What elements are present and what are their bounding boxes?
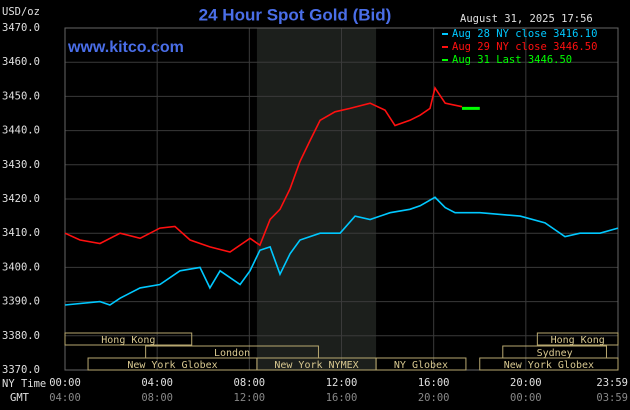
x-tick-label: 04:00	[141, 377, 173, 389]
x-tick-label: 20:00	[510, 377, 542, 389]
y-tick-label: 3420.0	[2, 193, 40, 205]
session-box	[479, 357, 619, 371]
session-box	[64, 332, 193, 346]
session-label: Sydney	[537, 348, 573, 359]
y-tick-label: 3450.0	[2, 90, 40, 102]
session-box	[375, 357, 467, 371]
x-tick-label: 00:00	[49, 377, 81, 389]
x2-tick-label: 16:00	[326, 392, 358, 404]
x2-tick-label: 04:00	[49, 392, 81, 404]
website: www.kitco.com	[67, 39, 184, 56]
session-label: Hong Kong	[551, 335, 605, 346]
timestamp: August 31, 2025 17:56	[460, 13, 593, 25]
session-box	[536, 332, 619, 346]
x-axis-label: NY Time	[2, 378, 46, 390]
session-label: Hong Kong	[101, 335, 155, 346]
x2-tick-label: 12:00	[234, 392, 266, 404]
chart-title: 24 Hour Spot Gold (Bid)	[199, 5, 392, 24]
y-axis-label: USD/oz	[2, 6, 40, 18]
y-tick-label: 3370.0	[2, 364, 40, 376]
session-label: New York Globex	[504, 360, 594, 371]
series-line	[64, 85, 463, 253]
x2-tick-label: 08:00	[141, 392, 173, 404]
series-line	[64, 196, 619, 306]
x2-tick-label: 00:00	[510, 392, 542, 404]
y-tick-label: 3390.0	[2, 296, 40, 308]
session-label: NY Globex	[394, 360, 448, 371]
x2-tick-label: 20:00	[418, 392, 450, 404]
session-label: New York Globex	[127, 360, 217, 371]
x-tick-label: 16:00	[418, 377, 450, 389]
x-tick-label: 23:59	[596, 377, 628, 389]
y-tick-label: 3400.0	[2, 261, 40, 273]
session-label: London	[214, 348, 250, 359]
y-tick-label: 3470.0	[2, 22, 40, 34]
y-tick-label: 3410.0	[2, 227, 40, 239]
legend-entry: Aug 28 NY close 3416.10	[452, 28, 597, 40]
x2-tick-label: 03:59	[596, 392, 628, 404]
legend-entry: Aug 31 Last 3446.50	[452, 54, 572, 66]
x2-axis-label: GMT	[10, 392, 30, 404]
y-tick-label: 3430.0	[2, 159, 40, 171]
y-tick-label: 3440.0	[2, 125, 40, 137]
x-tick-label: 12:00	[326, 377, 358, 389]
y-tick-label: 3380.0	[2, 330, 40, 342]
y-tick-label: 3460.0	[2, 56, 40, 68]
legend-entry: Aug 29 NY close 3446.50	[452, 41, 597, 53]
session-label: New York NYMEX	[274, 360, 358, 371]
x-tick-label: 08:00	[234, 377, 266, 389]
